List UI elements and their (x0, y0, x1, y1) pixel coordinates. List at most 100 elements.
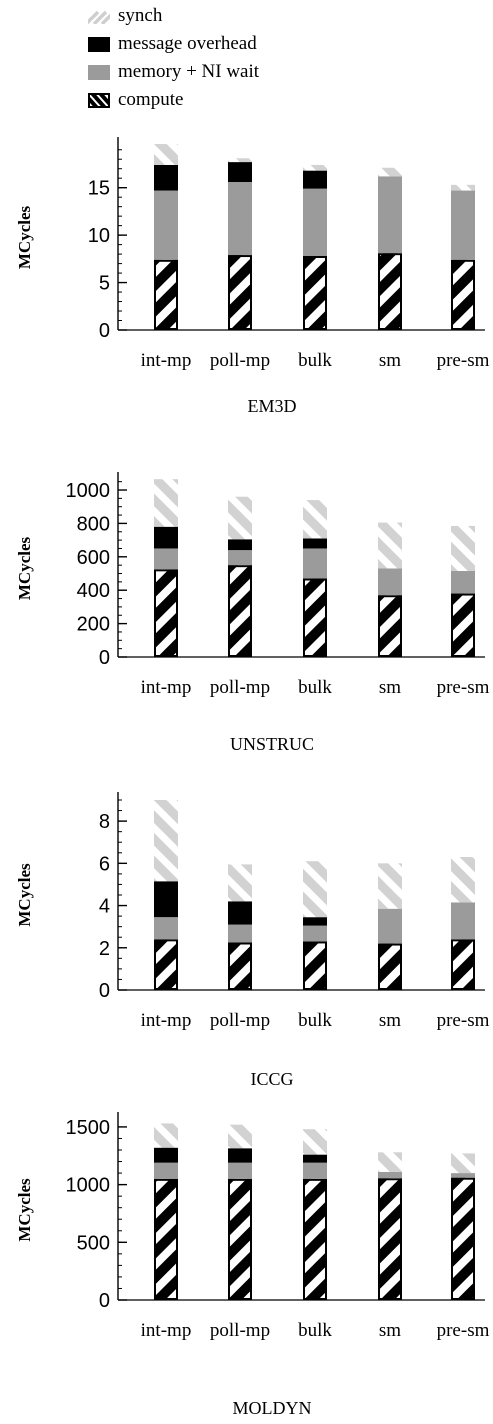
bar-segment-synch (451, 857, 475, 903)
compute-outline (378, 253, 402, 330)
y-tick-label: 4 (99, 896, 110, 918)
x-axis-title: UNSTRUC (230, 734, 314, 754)
bar-segment-memory-ni-wait (378, 176, 402, 254)
x-tick-label: sm (379, 1010, 401, 1031)
legend-label: message overhead (118, 33, 257, 54)
compute-outline (378, 595, 402, 657)
bar-segment-synch (303, 1129, 327, 1155)
bar-segment-memory-ni-wait (228, 1162, 252, 1179)
y-tick-label: 1000 (66, 1175, 111, 1197)
y-tick-label: 400 (77, 580, 110, 602)
bar-segment-memory-ni-wait (154, 548, 178, 570)
compute-outline (303, 1178, 327, 1301)
bar-segment-compute (451, 259, 475, 330)
bar-segment-memory-ni-wait (303, 548, 327, 579)
bar-segment-message-overhead (228, 162, 252, 182)
bar-segment-message-overhead (154, 164, 178, 191)
bar-segment-synch (451, 525, 475, 572)
bar-segment-memory-ni-wait (451, 1173, 475, 1178)
legend-item-synch: synch (88, 2, 259, 30)
bar-segment-compute (378, 943, 402, 990)
y-tick-label: 6 (99, 853, 110, 875)
compute-outline (378, 943, 402, 990)
bar-segment-memory-ni-wait (451, 902, 475, 940)
x-tick-label: bulk (298, 677, 332, 698)
bar-segment-memory-ni-wait (303, 188, 327, 256)
bar-segment-synch (228, 864, 252, 902)
x-axis-title: MOLDYN (233, 1398, 312, 1418)
bar-segment-compute (228, 1178, 252, 1300)
bar-segment-message-overhead (228, 901, 252, 925)
bar-segment-synch (378, 522, 402, 569)
compute-outline (303, 256, 327, 330)
bar-segment-synch (451, 184, 475, 191)
legend: synch message overhead memory + NI wait … (88, 2, 259, 114)
bar-segment-compute (154, 1178, 178, 1300)
bar-segment-compute (154, 939, 178, 990)
bar-segment-synch (451, 1153, 475, 1174)
bar-segment-message-overhead (228, 1148, 252, 1163)
x-tick-label: int-mp (141, 350, 192, 371)
legend-item-compute: compute (88, 86, 259, 114)
compute-outline (228, 942, 252, 990)
x-tick-label: sm (379, 1320, 401, 1341)
bar-segment-synch (154, 1123, 178, 1148)
x-tick-label: pre-sm (437, 1320, 490, 1341)
bar-segment-message-overhead (303, 538, 327, 549)
x-tick-label: int-mp (141, 1010, 192, 1031)
bar-segment-message-overhead (303, 1154, 327, 1163)
bar-segment-compute (228, 942, 252, 990)
bar-segment-memory-ni-wait (378, 568, 402, 596)
memory-swatch-icon (88, 64, 110, 80)
bar-segment-message-overhead (154, 1147, 178, 1163)
y-tick-label: 8 (99, 811, 110, 833)
x-tick-label: poll-mp (210, 1010, 270, 1031)
x-tick-label: bulk (298, 1320, 332, 1341)
compute-outline (451, 939, 475, 990)
bar-segment-compute (451, 1177, 475, 1300)
bar-segment-memory-ni-wait (378, 1171, 402, 1179)
y-axis-title: MCycles (15, 536, 34, 600)
chart-em3d: 0 5 10 15 MCycles int-mp poll-mp bulk sm pre-sm EM… (15, 137, 490, 416)
bar-segment-message-overhead (303, 917, 327, 926)
compute-outline (228, 565, 252, 658)
y-tick-label: 0 (99, 320, 110, 342)
y-tick-label: 5 (99, 273, 110, 295)
bar-segment-compute (228, 255, 252, 330)
x-tick-label: int-mp (141, 1320, 192, 1341)
bar-segment-compute (378, 253, 402, 330)
bar-segment-synch (228, 496, 252, 540)
y-tick-label: 0 (99, 1290, 110, 1312)
bar-segment-memory-ni-wait (303, 1162, 327, 1179)
legend-label: compute (118, 89, 184, 110)
compute-outline (451, 593, 475, 658)
bar-segment-message-overhead (228, 539, 252, 551)
bar-segment-synch (303, 861, 327, 918)
bar-segment-compute (154, 569, 178, 657)
bar-segment-message-overhead (303, 170, 327, 189)
bar-segment-memory-ni-wait (451, 190, 475, 260)
x-tick-label: pre-sm (437, 350, 490, 371)
bar-segment-synch (303, 500, 327, 539)
legend-label: memory + NI wait (118, 61, 260, 82)
bar-segment-message-overhead (154, 526, 178, 549)
y-tick-label: 2 (99, 938, 110, 960)
y-tick-label: 0 (99, 647, 110, 669)
bar-segment-memory-ni-wait (303, 925, 327, 942)
bar-segment-synch (378, 1152, 402, 1172)
compute-outline (303, 941, 327, 991)
compute-outline (451, 1177, 475, 1300)
bar-segment-synch (154, 800, 178, 882)
bar-segment-synch (154, 144, 178, 165)
bar-segment-synch (378, 167, 402, 177)
bar-segment-compute (303, 941, 327, 990)
bar-segment-synch (378, 863, 402, 909)
compute-swatch-icon (88, 92, 110, 108)
y-tick-label: 0 (99, 980, 110, 1002)
y-axis-title: MCycles (15, 1178, 34, 1242)
x-tick-label: bulk (298, 350, 332, 371)
y-tick-label: 15 (88, 178, 110, 200)
bar-segment-memory-ni-wait (154, 1162, 178, 1179)
bar-segment-memory-ni-wait (154, 917, 178, 940)
bar-segment-compute (378, 595, 402, 657)
